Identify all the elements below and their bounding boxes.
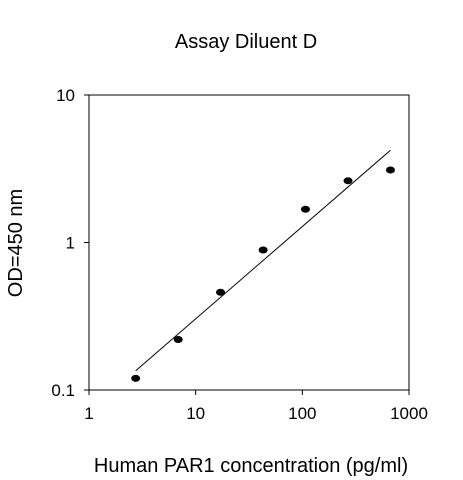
x-tick-label: 100: [288, 404, 316, 423]
data-point: [173, 335, 183, 343]
data-point: [131, 374, 141, 382]
x-tick-label: 1: [84, 404, 93, 423]
data-point: [343, 177, 353, 185]
y-tick-label: 1: [66, 234, 75, 253]
data-point: [300, 205, 310, 213]
y-tick-label: 0.1: [51, 381, 75, 400]
x-tick-label: 1000: [390, 404, 428, 423]
plot-frame: [88, 94, 410, 391]
y-tick-label: 10: [56, 86, 75, 105]
axis-ticks: 1 10 100 1000 0.1 1 10: [51, 86, 428, 423]
x-axis-label: Human PAR1 concentration (pg/ml): [94, 455, 408, 477]
data-point: [385, 166, 395, 174]
x-tick-label: 10: [186, 404, 205, 423]
data-point: [216, 288, 226, 296]
y-axis-label: OD=450 nm: [5, 189, 27, 297]
fit-line: [135, 149, 391, 372]
data-points: [131, 166, 395, 382]
data-point: [258, 246, 268, 254]
chart-title: Assay Diluent D: [175, 31, 317, 53]
